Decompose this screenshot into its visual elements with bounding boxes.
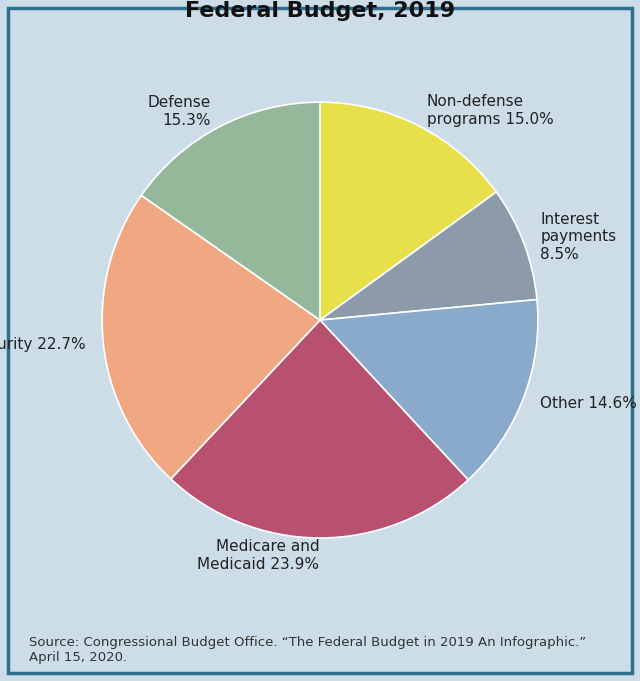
Wedge shape — [141, 102, 320, 320]
Text: Source: Congressional Budget Office. “The Federal Budget in 2019 An Infographic.: Source: Congressional Budget Office. “Th… — [29, 636, 586, 664]
Wedge shape — [171, 320, 468, 538]
Wedge shape — [320, 102, 496, 320]
Text: Non-defense
programs 15.0%: Non-defense programs 15.0% — [427, 94, 554, 127]
Wedge shape — [102, 195, 320, 479]
Wedge shape — [320, 300, 538, 480]
Text: Medicare and
Medicaid 23.9%: Medicare and Medicaid 23.9% — [197, 539, 319, 571]
Text: Interest
payments
8.5%: Interest payments 8.5% — [540, 212, 616, 262]
Text: Social Security 22.7%: Social Security 22.7% — [0, 337, 86, 352]
Text: Other 14.6%: Other 14.6% — [540, 396, 637, 411]
Wedge shape — [320, 192, 537, 320]
Title: Federal Budget, 2019: Federal Budget, 2019 — [185, 1, 455, 21]
Text: Defense
15.3%: Defense 15.3% — [148, 95, 211, 127]
